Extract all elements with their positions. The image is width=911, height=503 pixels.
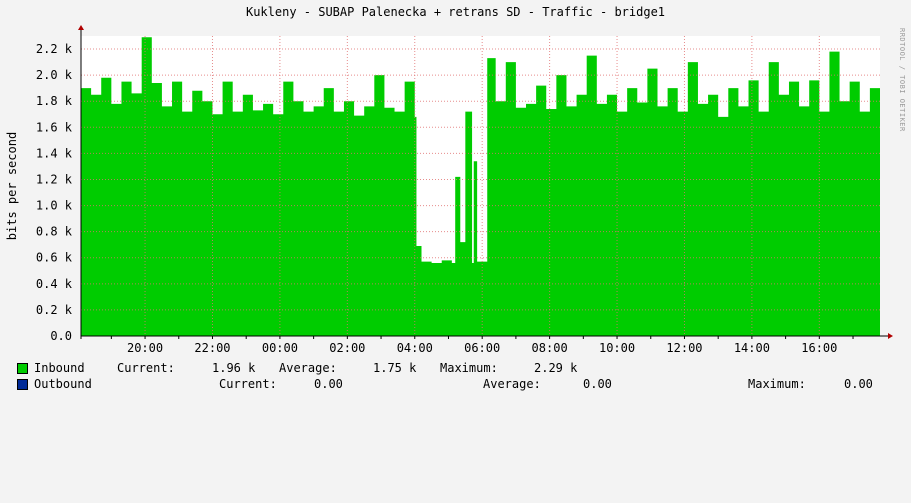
- inbound-current-label: Current:: [117, 361, 175, 375]
- chart-title: Kukleny - SUBAP Palenecka + retrans SD -…: [245, 5, 666, 19]
- x-tick-label: 20:00: [127, 341, 163, 355]
- y-tick-label: 0.2 k: [36, 303, 73, 317]
- inbound-average-label: Average:: [279, 361, 337, 375]
- outbound-label: Outbound: [34, 377, 92, 391]
- inbound-current-value: 1.96 k: [212, 361, 256, 375]
- x-axis-arrow: [888, 333, 893, 339]
- traffic-chart: 0.0 0.2 k 0.4 k 0.6 k 0.8 k 1.0 k 1.2 k 1.4 k 1.…: [36, 25, 893, 355]
- y-tick-label: 0.6 k: [36, 251, 73, 265]
- inbound-maximum-label: Maximum:: [440, 361, 498, 375]
- inbound-label: Inbound: [34, 361, 85, 375]
- outbound-current-value: 0.00: [314, 377, 343, 391]
- outbound-current-label: Current:: [219, 377, 277, 391]
- inbound-maximum-value: 2.29 k: [534, 361, 578, 375]
- y-tick-label: 1.2 k: [36, 172, 73, 186]
- y-tick-label: 0.0: [50, 329, 72, 343]
- outbound-maximum-value: 0.00: [844, 377, 873, 391]
- outbound-swatch: [17, 379, 28, 390]
- y-tick-label: 0.4 k: [36, 277, 73, 291]
- outbound-average-label: Average:: [483, 377, 541, 391]
- x-tick-label: 06:00: [464, 341, 500, 355]
- x-tick-label: 22:00: [194, 341, 230, 355]
- x-tick-label: 02:00: [329, 341, 365, 355]
- x-tick-label: 00:00: [262, 341, 298, 355]
- inbound-average-value: 1.75 k: [373, 361, 417, 375]
- y-axis-arrow: [78, 25, 84, 30]
- y-tick-label: 2.2 k: [36, 42, 73, 56]
- legend-outbound: Outbound Current: 0.00 Average: 0.00 Max…: [17, 377, 887, 391]
- legend-inbound: Inbound Current: 1.96 k Average: 1.75 k …: [17, 361, 577, 375]
- inbound-swatch: [17, 363, 28, 374]
- y-tick-label: 1.6 k: [36, 120, 73, 134]
- y-tick-label: 1.0 k: [36, 199, 73, 213]
- y-tick-label: 0.8 k: [36, 225, 73, 239]
- x-tick-label: 16:00: [801, 341, 837, 355]
- y-tick-label: 1.4 k: [36, 146, 73, 160]
- rrdtool-watermark: RRDTOOL / TOBI OETIKER: [898, 28, 906, 132]
- inbound-area: [81, 37, 880, 336]
- outbound-maximum-label: Maximum:: [748, 377, 806, 391]
- x-tick-label: 04:00: [397, 341, 433, 355]
- x-tick-label: 12:00: [666, 341, 702, 355]
- outbound-average-value: 0.00: [583, 377, 612, 391]
- x-tick-label: 10:00: [599, 341, 635, 355]
- x-tick-label: 14:00: [734, 341, 770, 355]
- y-tick-label: 2.0 k: [36, 68, 73, 82]
- x-tick-label: 08:00: [532, 341, 568, 355]
- y-tick-label: 1.8 k: [36, 94, 73, 108]
